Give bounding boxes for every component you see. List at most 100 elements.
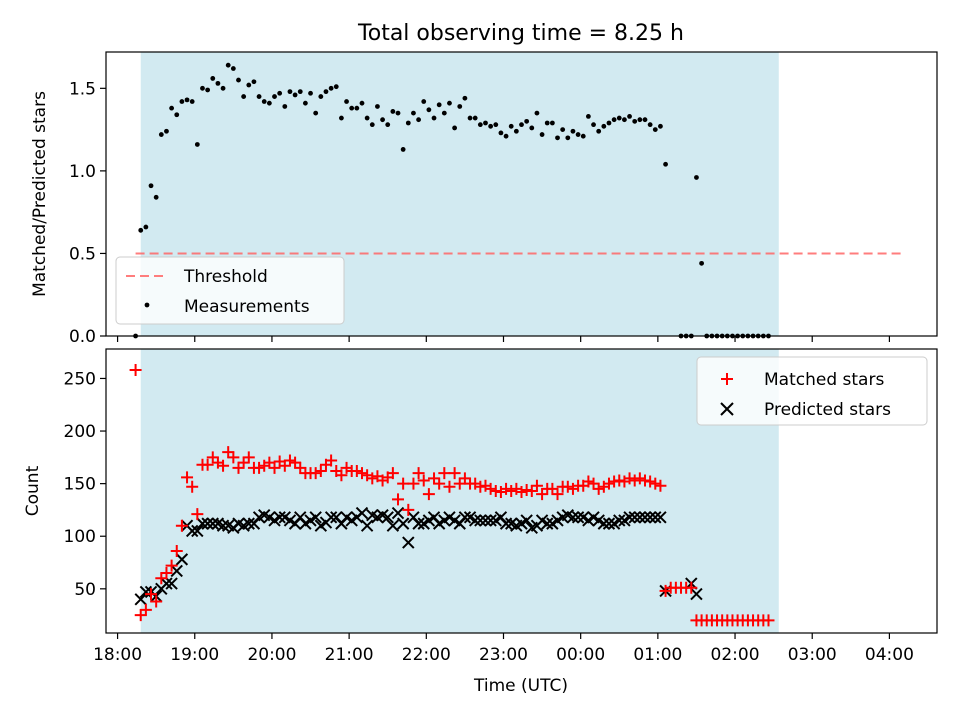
measurement-point [179,99,185,104]
matched-star-point [608,475,621,488]
matched-star-point [536,488,549,501]
measurement-point [498,130,504,136]
predicted-star-point [633,511,647,524]
measurement-point [611,117,617,123]
matched-star-point [762,614,775,627]
measurement-point [225,62,231,68]
matched-star-point [309,467,322,480]
bottom-y-axis: 50 100 150 200 250 [64,369,106,600]
measurement-point [272,94,277,99]
measurement-point [457,104,463,109]
matched-star-point [500,482,513,495]
measurement-point [323,89,329,95]
matched-star-point [515,486,528,499]
top-y-tick-label: 1.0 [69,162,96,182]
measurement-point [138,227,144,233]
measurement-point [627,113,632,119]
measurement-point [246,82,252,88]
measurement-point [601,123,607,129]
matched-star-point [428,472,441,485]
measurement-point [658,123,663,129]
measurement-point [560,127,566,133]
matched-star-point [433,477,446,490]
x-tick-label: 01:00 [633,645,682,665]
measurement-point [153,194,159,200]
measurement-point [256,94,262,99]
matched-star-point [150,595,163,608]
measurement-point [292,92,298,98]
top-y-tick-label: 0.5 [69,244,96,264]
measurement-point [241,94,247,99]
legend-measurements-label: Measurements [184,297,310,317]
matched-star-point [386,467,399,480]
measurement-point [431,115,437,121]
predicted-star-point [381,511,394,524]
observing-interval-shade-bottom [140,349,779,633]
measurement-point [699,260,704,266]
matched-star-point [392,493,405,506]
matched-star-point [170,544,183,557]
measurement-point [632,118,638,124]
matched-star-point [489,485,502,497]
measurement-point [266,100,272,106]
predicted-star-point [571,511,585,524]
top-y-tick-label: 1.5 [69,79,96,99]
predicted-star-point [649,511,662,524]
matched-star-point [587,477,600,490]
measurement-point [400,147,406,152]
matched-star-point [160,567,173,580]
x-tick-label: 03:00 [788,645,837,665]
bottom-y-tick-label: 50 [74,580,96,600]
measurement-point [513,128,519,134]
measurement-point [251,79,257,85]
measurement-point [575,132,581,137]
predicted-star-point [324,511,338,524]
legend-predicted-swatch [720,402,734,416]
measurement-point [467,115,473,121]
measurement-point [441,110,447,116]
measurement-point [472,115,478,121]
predicted-star-point [474,514,487,527]
bottom-y-tick-label: 250 [64,369,96,389]
measurement-point [369,122,375,128]
measurement-point [158,132,164,137]
measurement-point [503,133,509,139]
measurement-point [302,100,308,106]
top-y-axis-label: Matched/Predicted stars [30,91,50,297]
bottom-y-tick-label: 200 [64,422,96,442]
matched-star-point [155,572,168,585]
predicted-star-point [175,553,189,566]
matched-star-point [186,480,199,493]
matched-star-point [685,581,698,594]
measurement-point [380,117,385,123]
x-tick-label: 19:00 [170,645,219,665]
measurement-point [483,120,488,126]
measurement-point [405,120,411,126]
matched-star-point [602,477,615,490]
predicted-star-point [638,511,652,524]
measurement-point [261,99,267,104]
predicted-star-point [206,517,219,530]
measurement-point [534,110,540,116]
matched-star-point [201,458,214,471]
legend-predicted-label: Predicted stars [764,400,891,420]
measurement-point [493,122,499,128]
matched-star-point [335,469,348,482]
predicted-star-point [160,577,173,590]
measurement-point [426,107,432,113]
matched-star-point [325,454,338,467]
measurement-point [565,135,571,141]
matched-star-point [139,603,152,616]
matched-star-point [422,488,435,501]
matched-star-point [484,482,497,495]
measurement-point [364,115,370,121]
matched-star-point [592,482,605,495]
chart-title: Total observing time = 8.25 h [357,21,684,46]
matched-star-point [582,475,595,488]
bottom-y-tick-label: 100 [64,527,96,547]
measurement-point [585,113,591,119]
x-tick-label: 21:00 [325,645,374,665]
matched-star-point [458,472,471,485]
predicted-star-point [602,517,616,530]
